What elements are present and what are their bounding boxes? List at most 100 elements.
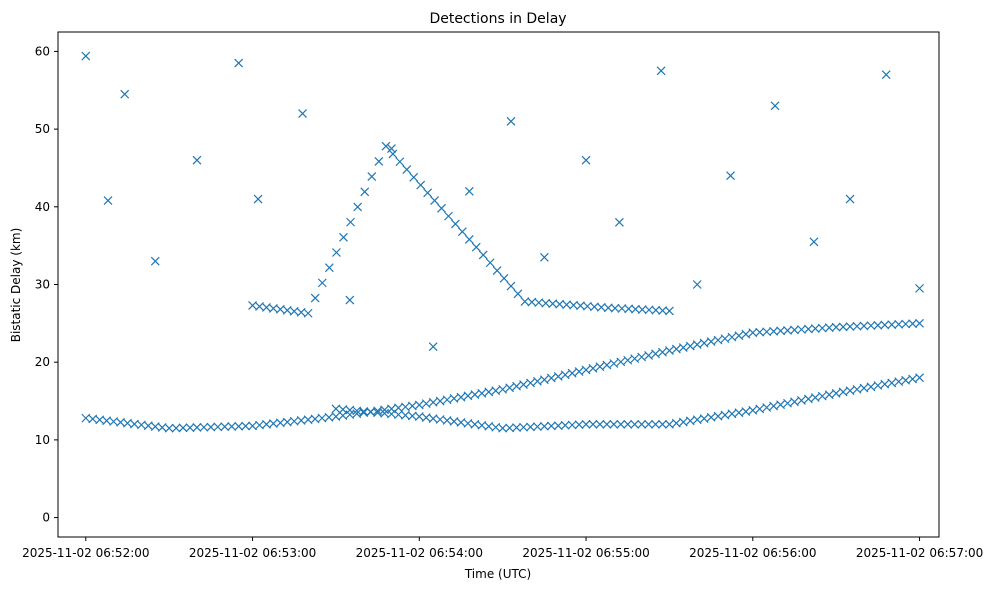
data-point bbox=[380, 408, 389, 418]
data-point bbox=[526, 422, 535, 432]
data-point bbox=[614, 217, 624, 227]
data-point bbox=[567, 368, 577, 378]
data-point bbox=[631, 304, 640, 314]
data-point bbox=[658, 347, 667, 357]
data-point bbox=[817, 391, 827, 401]
y-tick-label: 60 bbox=[35, 44, 50, 58]
data-point bbox=[685, 416, 695, 426]
data-point bbox=[651, 419, 660, 429]
data-point bbox=[463, 391, 473, 401]
data-point bbox=[367, 172, 377, 182]
data-point bbox=[602, 419, 612, 429]
x-tick-label: 2025-11-02 06:54:00 bbox=[356, 546, 483, 560]
y-tick-label: 20 bbox=[35, 355, 50, 369]
data-point bbox=[838, 322, 848, 332]
data-point bbox=[373, 408, 383, 418]
y-tick-label: 0 bbox=[42, 511, 50, 525]
data-point bbox=[887, 320, 897, 330]
x-tick-label: 2025-11-02 06:52:00 bbox=[22, 546, 149, 560]
data-point bbox=[546, 421, 556, 431]
data-point bbox=[678, 343, 688, 352]
data-point bbox=[887, 378, 897, 388]
data-point bbox=[199, 422, 209, 432]
data-point bbox=[395, 157, 405, 167]
data-point bbox=[866, 321, 876, 331]
data-point bbox=[456, 392, 466, 402]
data-point bbox=[658, 419, 667, 429]
data-point bbox=[741, 329, 751, 339]
data-point bbox=[838, 387, 848, 397]
data-point bbox=[664, 419, 674, 429]
data-point bbox=[532, 376, 542, 386]
data-point bbox=[532, 422, 542, 432]
x-axis: 2025-11-02 06:52:00 2025-11-02 06:53:00 20… bbox=[22, 537, 983, 560]
data-point bbox=[852, 384, 862, 394]
data-point bbox=[664, 306, 674, 316]
data-point bbox=[797, 325, 806, 334]
data-point bbox=[435, 396, 445, 406]
data-point bbox=[388, 149, 398, 159]
data-point bbox=[776, 400, 786, 410]
data-point bbox=[741, 407, 751, 416]
data-point bbox=[560, 420, 570, 430]
data-point bbox=[880, 320, 890, 330]
data-point bbox=[610, 303, 620, 313]
data-point bbox=[748, 328, 758, 338]
data-point bbox=[324, 263, 334, 273]
data-point bbox=[331, 404, 341, 414]
data-point bbox=[845, 386, 855, 396]
data-point bbox=[637, 419, 647, 429]
data-point bbox=[409, 172, 419, 182]
data-point bbox=[120, 89, 130, 99]
data-point bbox=[624, 304, 634, 314]
data-point bbox=[81, 51, 91, 61]
data-point bbox=[519, 422, 528, 432]
data-point bbox=[824, 390, 834, 400]
data-point bbox=[797, 395, 806, 405]
data-point bbox=[824, 323, 834, 333]
data-point bbox=[548, 299, 558, 309]
data-point bbox=[623, 419, 633, 429]
data-point bbox=[810, 393, 820, 402]
data-point bbox=[623, 355, 633, 365]
data-point bbox=[762, 403, 772, 412]
data-point bbox=[845, 194, 855, 204]
data-point bbox=[234, 421, 244, 431]
data-point bbox=[428, 342, 438, 352]
data-point bbox=[206, 422, 216, 432]
data-point bbox=[539, 421, 549, 431]
x-tick-label: 2025-11-02 06:53:00 bbox=[189, 546, 316, 560]
y-axis-label: Bistatic Delay (km) bbox=[9, 228, 23, 343]
data-point bbox=[567, 420, 577, 430]
data-point bbox=[103, 196, 113, 206]
data-point bbox=[908, 374, 918, 384]
data-point bbox=[178, 423, 188, 433]
data-point bbox=[464, 186, 474, 196]
data-point bbox=[803, 394, 813, 404]
data-point bbox=[783, 325, 792, 335]
data-point bbox=[726, 171, 735, 181]
data-point bbox=[402, 165, 412, 174]
data-point bbox=[512, 423, 521, 433]
data-point bbox=[234, 58, 244, 68]
data-point bbox=[755, 404, 765, 414]
data-point bbox=[770, 101, 780, 111]
data-point bbox=[423, 188, 433, 198]
data-point bbox=[776, 326, 786, 336]
data-point bbox=[602, 360, 612, 370]
data-point bbox=[381, 141, 391, 151]
data-point bbox=[400, 410, 410, 420]
data-point bbox=[303, 308, 313, 318]
data-point bbox=[506, 116, 516, 126]
data-point bbox=[498, 384, 508, 394]
data-point bbox=[513, 289, 523, 299]
data-point bbox=[609, 419, 619, 429]
data-point bbox=[345, 405, 355, 415]
data-point bbox=[192, 155, 202, 165]
data-point bbox=[727, 409, 737, 419]
data-point bbox=[444, 211, 453, 221]
data-point bbox=[241, 421, 251, 431]
data-point bbox=[609, 359, 619, 368]
data-point bbox=[387, 409, 396, 419]
data-point bbox=[596, 302, 606, 312]
